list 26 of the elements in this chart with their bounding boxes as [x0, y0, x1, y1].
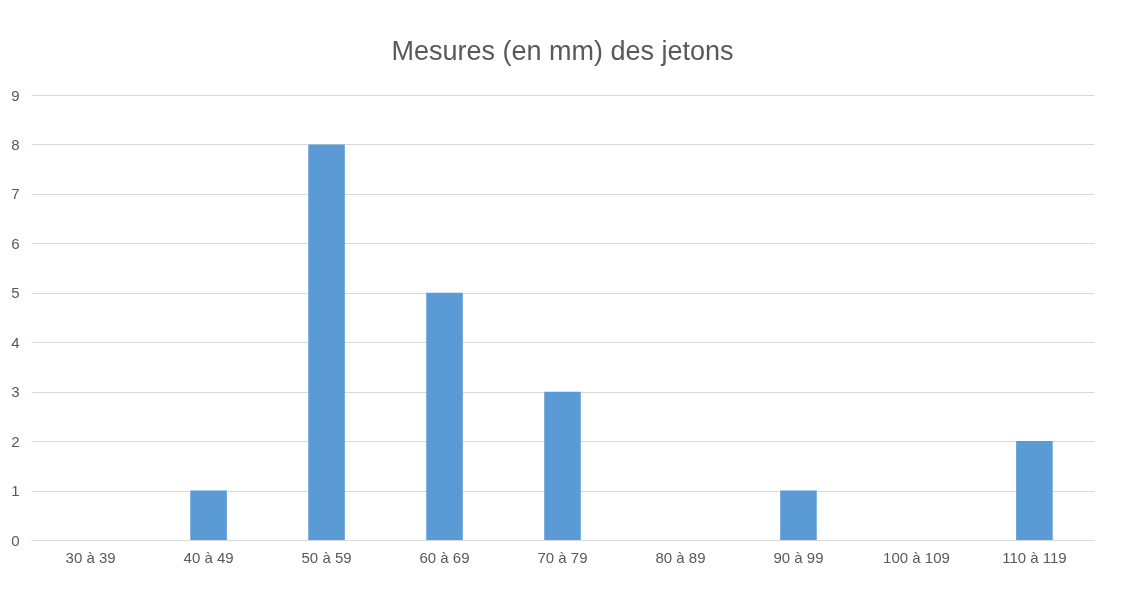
y-tick-label: 4	[11, 333, 20, 351]
bar	[426, 292, 463, 540]
bar	[780, 490, 817, 540]
x-tick-label: 30 à 39	[65, 548, 116, 566]
x-tick-label: 80 à 89	[655, 548, 706, 566]
y-tick-label: 5	[11, 284, 20, 302]
y-tick-label: 9	[11, 86, 20, 104]
x-tick-label: 110 à 119	[1002, 548, 1067, 566]
y-tick-label: 2	[11, 432, 20, 450]
y-tick-label: 6	[11, 234, 20, 252]
x-tick-label: 100 à 109	[883, 548, 950, 566]
y-tick-label: 0	[11, 531, 20, 549]
chart-title: Mesures (en mm) des jetons	[391, 36, 734, 66]
x-tick-label: 90 à 99	[773, 548, 824, 566]
y-tick-label: 1	[11, 482, 20, 500]
y-tick-label: 3	[11, 383, 20, 401]
x-tick-label: 60 à 69	[419, 548, 470, 566]
bar	[190, 490, 227, 540]
y-tick-label: 7	[11, 185, 20, 203]
x-tick-label: 70 à 79	[537, 548, 588, 566]
x-tick-label: 50 à 59	[301, 548, 352, 566]
bar	[544, 391, 581, 540]
bar	[1016, 441, 1053, 540]
bar	[308, 144, 345, 540]
y-tick-label: 8	[11, 135, 20, 153]
x-tick-label: 40 à 49	[183, 548, 234, 566]
